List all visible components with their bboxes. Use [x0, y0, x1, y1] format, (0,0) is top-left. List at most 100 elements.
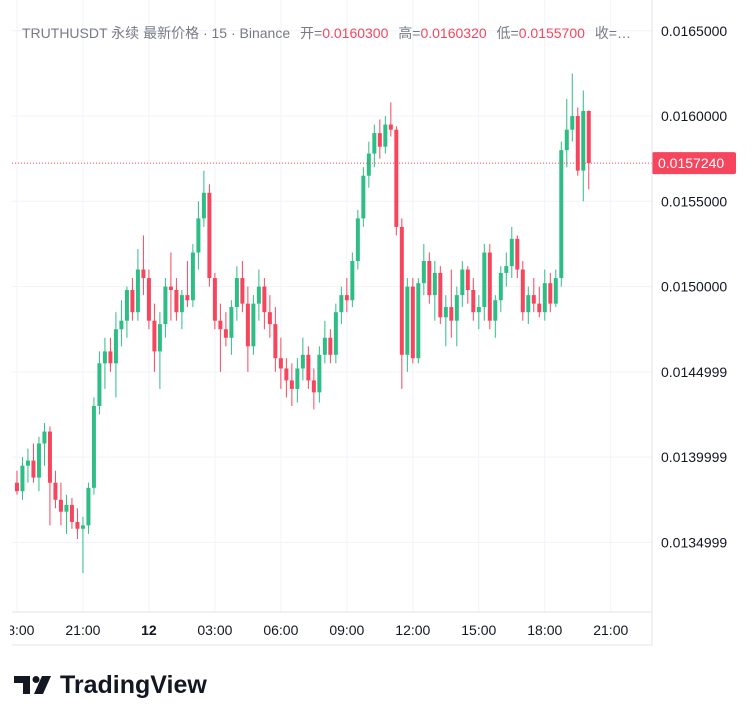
- candle-body: [25, 460, 30, 466]
- candle-body: [58, 499, 63, 512]
- candle-body: [36, 443, 41, 478]
- candle-body: [531, 295, 536, 304]
- candle-body: [124, 289, 129, 321]
- x-tick-label: 18:00: [0, 622, 35, 638]
- candle-body: [339, 295, 344, 313]
- candle-body: [410, 286, 415, 359]
- candle-body: [493, 300, 498, 321]
- x-tick-label: 03:00: [197, 622, 232, 638]
- candle-body: [196, 218, 201, 253]
- candle-body: [229, 307, 234, 338]
- candle-body: [91, 405, 96, 488]
- candle-body: [240, 278, 245, 304]
- candle-body: [399, 226, 404, 355]
- candle-body: [504, 266, 509, 273]
- y-tick-label: 0.0144999: [661, 364, 727, 380]
- candle-body: [564, 129, 569, 151]
- candle-body: [152, 320, 157, 352]
- candle-body: [251, 303, 256, 347]
- candle-body: [333, 312, 338, 355]
- candle-body: [416, 283, 421, 359]
- open-label: 开=: [300, 25, 322, 41]
- candle-body: [509, 238, 514, 267]
- y-tick-label: 0.0139999: [661, 449, 727, 465]
- candle-body: [515, 238, 520, 270]
- candle-body: [102, 351, 107, 364]
- candle-body: [69, 504, 74, 522]
- candle-body: [31, 460, 36, 478]
- candle-body: [163, 286, 168, 325]
- x-tick-label: 12:00: [395, 622, 430, 638]
- candle-body: [130, 289, 135, 313]
- candle-body: [168, 286, 173, 290]
- candle-body: [559, 150, 564, 279]
- candle-body: [553, 278, 558, 304]
- candle-body: [366, 153, 371, 176]
- close-label: 收=…: [595, 25, 631, 41]
- candle-body: [289, 380, 294, 389]
- candle-body: [581, 110, 586, 171]
- candle-body: [460, 269, 465, 296]
- candle-body: [86, 487, 91, 526]
- candle-body: [185, 295, 190, 301]
- brand-logo: [14, 676, 51, 694]
- candle-body: [537, 303, 542, 313]
- last-price-label: 0.0157240: [658, 155, 724, 171]
- candle-body: [383, 124, 388, 147]
- candle-body: [113, 329, 118, 364]
- candle-body: [350, 261, 355, 301]
- candle-body: [157, 324, 162, 352]
- candle-body: [482, 252, 487, 308]
- candle-body: [295, 368, 300, 389]
- candle-body: [361, 175, 366, 219]
- candle-body: [570, 116, 575, 130]
- y-tick-label: 0.0155000: [661, 193, 727, 209]
- x-tick-label: 12: [141, 622, 157, 638]
- candle-body: [80, 525, 85, 529]
- candle-body: [377, 133, 382, 147]
- candle-body: [108, 351, 113, 364]
- candle-body: [256, 286, 261, 304]
- candle-body: [146, 278, 151, 321]
- candle-body: [394, 129, 399, 227]
- candle-body: [355, 218, 360, 262]
- candle-body: [322, 337, 327, 355]
- candle-body: [20, 465, 25, 492]
- x-tick-label: 09:00: [329, 622, 364, 638]
- candle-body: [278, 358, 283, 369]
- header: TRUTHUSDT 永续 最新价格 · 15 · Binance 开= 0.016…: [22, 25, 631, 41]
- candle-body: [443, 307, 448, 318]
- y-tick-label: 0.0160000: [661, 108, 727, 124]
- candle-body: [306, 354, 311, 381]
- candle-body: [520, 269, 525, 313]
- candle-body: [548, 283, 553, 304]
- candle-body: [218, 320, 223, 330]
- candle-body: [262, 286, 267, 313]
- candle-body: [526, 295, 531, 313]
- x-tick-label: 21:00: [65, 622, 100, 638]
- low-label: 低=: [497, 25, 519, 41]
- high-value: 0.0160320: [420, 25, 486, 41]
- candle-body: [212, 278, 217, 321]
- candle-body: [14, 482, 19, 492]
- symbol: TRUTHUSDT 永续 最新价格 · 15 · Binance: [22, 25, 290, 41]
- candle-body: [311, 380, 316, 393]
- y-tick-label: 0.0150000: [661, 279, 727, 295]
- candle-body: [405, 286, 410, 355]
- last-price-tag: [652, 152, 736, 175]
- candle-body: [344, 295, 349, 301]
- candle-body: [388, 124, 393, 130]
- candle-body: [97, 363, 102, 406]
- candle-body: [179, 295, 184, 313]
- candle-body: [427, 261, 432, 296]
- candle-body: [53, 482, 58, 500]
- candle-body: [273, 324, 278, 359]
- candle-body: [135, 269, 140, 313]
- candle-body: [141, 269, 146, 279]
- candle-body: [42, 431, 47, 444]
- low-value: 0.0155700: [519, 25, 585, 41]
- candle-body: [476, 307, 481, 313]
- candle-body: [234, 278, 239, 308]
- x-tick-label: 15:00: [461, 622, 496, 638]
